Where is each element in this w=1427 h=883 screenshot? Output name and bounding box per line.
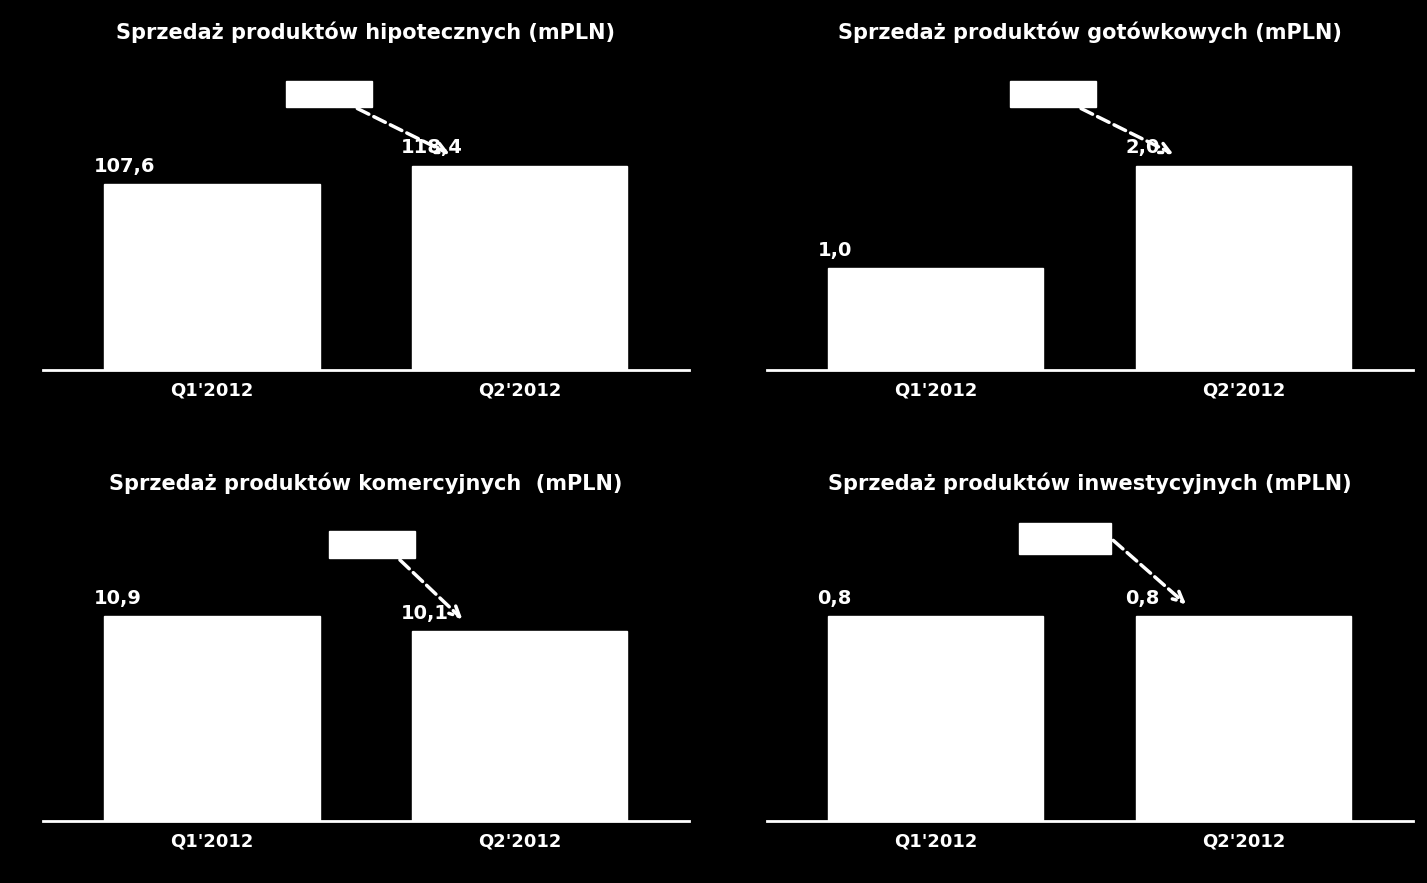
Bar <box>1136 166 1351 371</box>
Title: Sprzedaż produktów komercyjnych  (mPLN): Sprzedaż produktów komercyjnych (mPLN) <box>110 472 622 494</box>
Text: 1,0: 1,0 <box>818 241 852 260</box>
Title: Sprzedaż produktów hipotecznych (mPLN): Sprzedaż produktów hipotecznych (mPLN) <box>117 21 615 43</box>
Text: 0,8: 0,8 <box>1124 589 1159 608</box>
Text: 10,9: 10,9 <box>94 589 141 608</box>
Title: Sprzedaż produktów gotówkowych (mPLN): Sprzedaż produktów gotówkowych (mPLN) <box>838 21 1341 43</box>
FancyBboxPatch shape <box>330 532 415 558</box>
Bar <box>828 268 1043 371</box>
Bar <box>1136 616 1351 821</box>
Bar <box>104 185 320 371</box>
Bar <box>104 616 320 821</box>
Text: 118,4: 118,4 <box>401 139 464 157</box>
Text: 10,1: 10,1 <box>401 604 450 623</box>
FancyBboxPatch shape <box>1019 524 1112 554</box>
FancyBboxPatch shape <box>1010 80 1096 107</box>
Text: 107,6: 107,6 <box>94 157 156 176</box>
FancyBboxPatch shape <box>285 80 372 107</box>
Text: 2,0: 2,0 <box>1124 139 1159 157</box>
Bar <box>412 166 628 371</box>
Bar <box>412 631 628 821</box>
Text: 0,8: 0,8 <box>818 589 852 608</box>
Bar <box>828 616 1043 821</box>
Title: Sprzedaż produktów inwestycyjnych (mPLN): Sprzedaż produktów inwestycyjnych (mPLN) <box>828 472 1351 494</box>
